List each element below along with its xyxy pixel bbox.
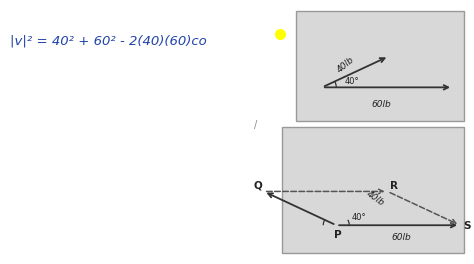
Text: 40°: 40°: [351, 214, 366, 223]
Text: 40lb: 40lb: [364, 190, 385, 208]
Bar: [296, 11, 464, 121]
Text: |v|² = 40² + 60² - 2(40)(60)co: |v|² = 40² + 60² - 2(40)(60)co: [10, 35, 207, 48]
Text: Q: Q: [254, 181, 262, 191]
Text: 60lb: 60lb: [391, 233, 411, 242]
Text: S: S: [463, 221, 470, 231]
Text: 40°: 40°: [345, 77, 359, 86]
Bar: [282, 127, 464, 253]
Text: /: /: [254, 120, 257, 130]
Text: 40lb: 40lb: [336, 55, 356, 75]
Text: 60lb: 60lb: [372, 100, 392, 109]
Text: R: R: [390, 181, 398, 191]
Text: P: P: [334, 230, 341, 240]
